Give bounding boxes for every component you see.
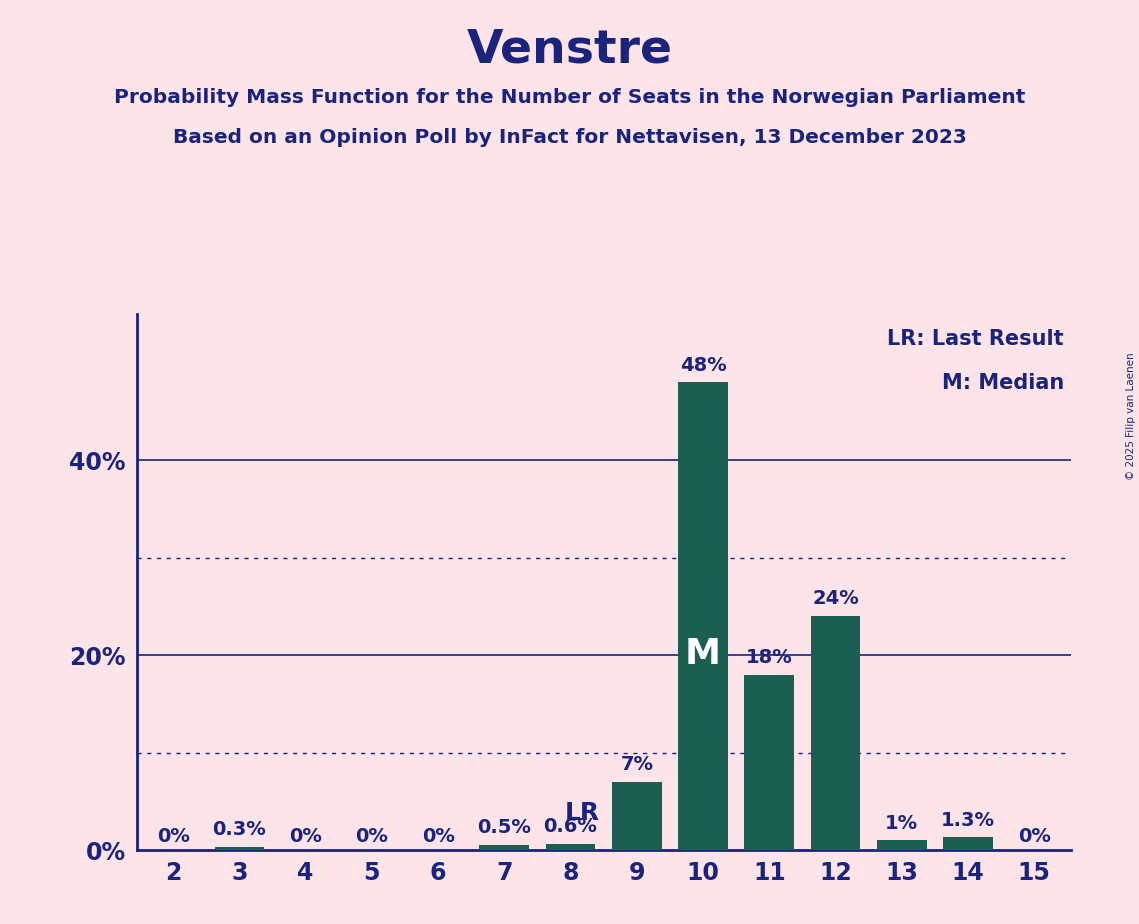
Text: 0%: 0%: [289, 827, 322, 846]
Text: 0%: 0%: [157, 827, 189, 846]
Text: 1.3%: 1.3%: [941, 810, 995, 830]
Text: LR: Last Result: LR: Last Result: [887, 329, 1064, 348]
Text: 7%: 7%: [621, 755, 654, 774]
Bar: [214, 847, 264, 850]
Bar: [877, 840, 927, 850]
Text: LR: LR: [565, 800, 600, 824]
Bar: [745, 675, 794, 850]
Bar: [811, 616, 860, 850]
Text: 0.3%: 0.3%: [213, 821, 267, 839]
Text: 0%: 0%: [1018, 827, 1050, 846]
Text: M: M: [685, 637, 721, 671]
Text: 0.5%: 0.5%: [477, 819, 531, 837]
Text: © 2025 Filip van Laenen: © 2025 Filip van Laenen: [1126, 352, 1136, 480]
Bar: [546, 845, 596, 850]
Text: Probability Mass Function for the Number of Seats in the Norwegian Parliament: Probability Mass Function for the Number…: [114, 88, 1025, 107]
Bar: [612, 782, 662, 850]
Bar: [480, 845, 530, 850]
Bar: [678, 383, 728, 850]
Text: 0%: 0%: [355, 827, 388, 846]
Text: 1%: 1%: [885, 813, 918, 833]
Bar: [943, 837, 993, 850]
Text: Based on an Opinion Poll by InFact for Nettavisen, 13 December 2023: Based on an Opinion Poll by InFact for N…: [173, 128, 966, 147]
Text: 24%: 24%: [812, 590, 859, 608]
Text: 48%: 48%: [680, 356, 727, 374]
Text: Venstre: Venstre: [467, 28, 672, 73]
Text: M: Median: M: Median: [942, 372, 1064, 393]
Text: 0.6%: 0.6%: [543, 818, 598, 836]
Text: 0%: 0%: [421, 827, 454, 846]
Text: 18%: 18%: [746, 648, 793, 667]
